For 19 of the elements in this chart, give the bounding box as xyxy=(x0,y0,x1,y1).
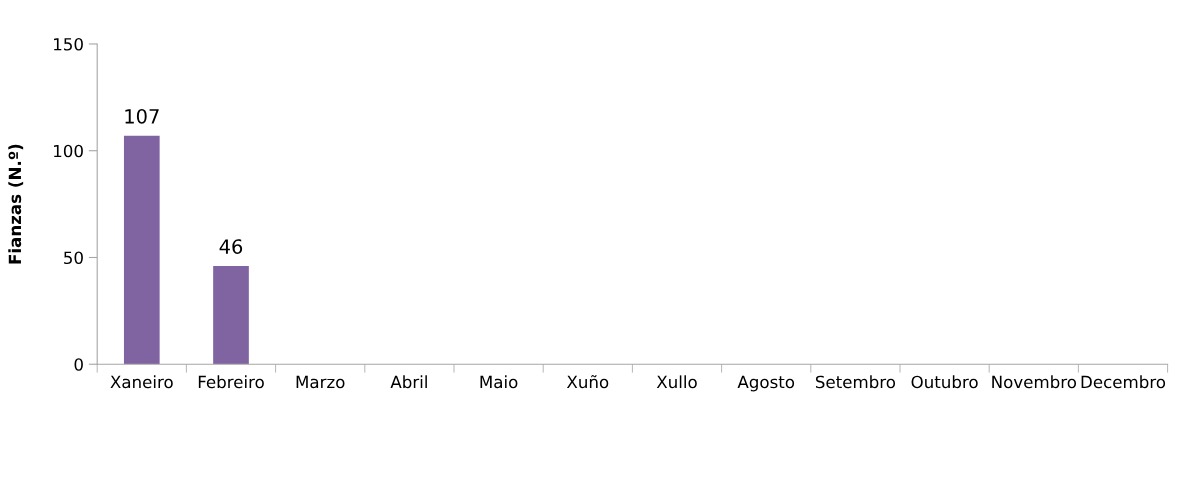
x-tick-label: Maio xyxy=(480,375,518,389)
x-tick-label: Xuño xyxy=(566,375,609,389)
data-label: 46 xyxy=(219,239,243,254)
x-tick-label: Agosto xyxy=(737,375,795,392)
x-tick-label: Xaneiro xyxy=(110,375,173,389)
x-tick-label: Febreiro xyxy=(198,375,264,389)
x-tick-label: Abril xyxy=(390,375,427,389)
y-tick-label: 50 xyxy=(64,251,83,265)
x-tick-label: Novembro xyxy=(992,375,1077,389)
y-tick-label: 0 xyxy=(74,358,83,371)
x-tick-label: Decembro xyxy=(1081,375,1166,389)
y-axis-title: Fianzas (N.º) xyxy=(8,144,24,264)
y-tick-label: 150 xyxy=(54,37,83,51)
x-tick-label: Outubro xyxy=(911,375,978,389)
x-tick-label: Setembro xyxy=(815,375,896,389)
x-tick-label: Marzo xyxy=(296,375,345,389)
y-tick-label: 100 xyxy=(54,144,83,158)
x-tick-label: Xullo xyxy=(656,375,697,389)
data-label: 107 xyxy=(125,108,159,124)
